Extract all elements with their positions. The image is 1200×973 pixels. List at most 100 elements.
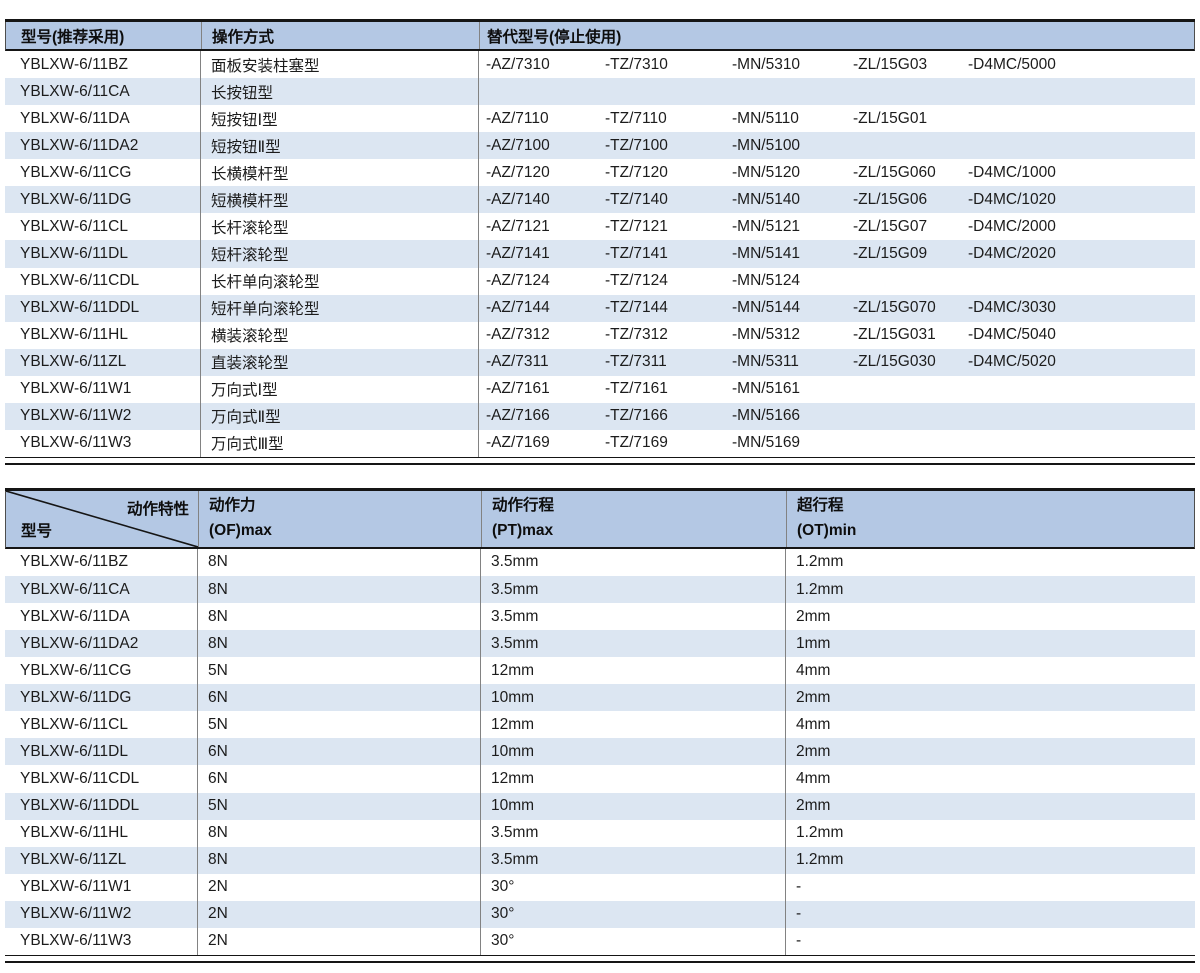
operating-force-cell: 6N — [197, 738, 480, 766]
replacement-model: -TZ/7121 — [605, 217, 668, 235]
pretravel-cell: 3.5mm — [480, 630, 785, 658]
table-row: YBLXW-6/11HL 横装滚轮型 -AZ/7312 -TZ/7312 -MN… — [5, 321, 1195, 349]
replacement-model: -TZ/7311 — [605, 353, 667, 371]
replacement-list: -AZ/7124 -TZ/7124 -MN/5124 — [486, 272, 1195, 290]
replacement-model: -MN/5169 — [732, 434, 801, 452]
pretravel-cell: 30° — [480, 873, 785, 901]
replacement-model: -MN/5311 — [732, 353, 799, 371]
operating-force-cell: 8N — [197, 819, 480, 847]
replacement-model: -ZL/15G060 — [853, 163, 936, 181]
replacement-model: -MN/5100 — [732, 136, 801, 154]
overtravel-cell: 1.2mm — [785, 548, 1195, 576]
header-overtravel: 超行程 (OT)min — [786, 490, 1194, 547]
model-cell: YBLXW-6/11BZ — [20, 553, 128, 571]
header-model: 型号(推荐采用) — [21, 28, 125, 46]
table-row: YBLXW-6/11HL 8N 3.5mm 1.2mm — [5, 819, 1195, 847]
replacement-list: -AZ/7140 -TZ/7140 -MN/5140 -ZL/15G06 -D4… — [486, 191, 1195, 209]
operating-force-cell: 8N — [197, 630, 480, 658]
replacement-model: -ZL/15G031 — [853, 326, 936, 344]
replacement-model: -ZL/15G07 — [853, 217, 928, 235]
replacement-list: -AZ/7161 -TZ/7161 -MN/5161 — [486, 380, 1195, 398]
model-cell: YBLXW-6/11CDL — [20, 272, 140, 290]
operating-force-cell: 2N — [197, 900, 480, 928]
diagonal-header-cell: 动作特性 型号 — [6, 490, 198, 547]
operation-cell: 短按钮Ⅱ型 — [200, 132, 478, 160]
replacement-cell: -AZ/7166 -TZ/7166 -MN/5166 — [478, 402, 1195, 430]
replacement-cell: -AZ/7121 -TZ/7121 -MN/5121 -ZL/15G07 -D4… — [478, 213, 1195, 241]
replacement-model: -TZ/7161 — [605, 380, 668, 398]
replacement-list: -AZ/7166 -TZ/7166 -MN/5166 — [486, 407, 1195, 425]
overtravel-cell: 1mm — [785, 630, 1195, 658]
table-row: YBLXW-6/11ZL 8N 3.5mm 1.2mm — [5, 846, 1195, 874]
table-row: YBLXW-6/11DA 8N 3.5mm 2mm — [5, 603, 1195, 631]
table-bottom-double-rule — [5, 456, 1195, 465]
action-characteristics-table-header: 动作特性 型号 动作力 (OF)max 动作行程 (PT)max 超行程 (OT… — [5, 490, 1195, 549]
operating-force-cell: 5N — [197, 711, 480, 739]
pretravel-cell: 10mm — [480, 684, 785, 712]
header-operation: 操作方式 — [201, 22, 479, 49]
pretravel-cell: 12mm — [480, 657, 785, 685]
replacement-model: -AZ/7312 — [486, 326, 550, 344]
replacement-model: -AZ/7110 — [486, 109, 549, 127]
overtravel-cell: 2mm — [785, 603, 1195, 631]
replacement-model: -MN/5161 — [732, 380, 801, 398]
table-gap — [5, 465, 1195, 488]
replacement-model: -AZ/7140 — [486, 190, 550, 208]
replacement-model: -TZ/7169 — [605, 434, 668, 452]
replacement-model: -MN/5312 — [732, 326, 801, 344]
table-row: YBLXW-6/11DA 短按钮Ⅰ型 -AZ/7110 -TZ/7110 -MN… — [5, 105, 1195, 133]
replacement-model: -AZ/7100 — [486, 136, 550, 154]
table-row: YBLXW-6/11CDL 长杆单向滚轮型 -AZ/7124 -TZ/7124 … — [5, 267, 1195, 295]
replacement-model: -D4MC/1000 — [968, 163, 1056, 181]
replacement-model: -D4MC/1020 — [968, 190, 1056, 208]
pretravel-cell: 30° — [480, 900, 785, 928]
replacement-cell: -AZ/7144 -TZ/7144 -MN/5144 -ZL/15G070 -D… — [478, 294, 1195, 322]
table-row: YBLXW-6/11CG 5N 12mm 4mm — [5, 657, 1195, 685]
replacement-model: -MN/5310 — [732, 55, 801, 73]
model-cell: YBLXW-6/11DL — [20, 244, 128, 262]
overtravel-cell: 2mm — [785, 792, 1195, 820]
model-cell: YBLXW-6/11DA — [20, 607, 130, 625]
replacement-model: -TZ/7140 — [605, 190, 668, 208]
replacement-model: -TZ/7166 — [605, 407, 668, 425]
table-row: YBLXW-6/11DL 短杆滚轮型 -AZ/7141 -TZ/7141 -MN… — [5, 240, 1195, 268]
pretravel-cell: 30° — [480, 927, 785, 955]
replacement-list: -AZ/7311 -TZ/7311 -MN/5311 -ZL/15G030 -D… — [486, 353, 1195, 371]
replacement-model: -TZ/7120 — [605, 163, 668, 181]
replacement-list: -AZ/7312 -TZ/7312 -MN/5312 -ZL/15G031 -D… — [486, 326, 1195, 344]
model-cell: YBLXW-6/11CDL — [20, 769, 140, 787]
replacement-model: -MN/5144 — [732, 299, 801, 317]
replacement-model: -ZL/15G070 — [853, 299, 936, 317]
operating-force-cell: 6N — [197, 684, 480, 712]
operation-cell: 短横模杆型 — [200, 186, 478, 214]
replacement-model: -AZ/7169 — [486, 434, 550, 452]
overtravel-cell: - — [785, 900, 1195, 928]
replacement-model: -AZ/7144 — [486, 299, 550, 317]
model-cell: YBLXW-6/11BZ — [20, 55, 128, 73]
model-cell: YBLXW-6/11W3 — [20, 932, 132, 950]
model-cell: YBLXW-6/11DG — [20, 190, 132, 208]
table-row: YBLXW-6/11ZL 直装滚轮型 -AZ/7311 -TZ/7311 -MN… — [5, 348, 1195, 376]
replacement-model: -D4MC/2020 — [968, 244, 1056, 262]
replacement-cell — [478, 78, 1195, 106]
replacement-cell: -AZ/7161 -TZ/7161 -MN/5161 — [478, 375, 1195, 403]
operation-cell: 万向式Ⅰ型 — [200, 375, 478, 403]
header-model: 型号 — [21, 522, 53, 540]
operation-cell: 横装滚轮型 — [200, 321, 478, 349]
replacement-model: -TZ/7310 — [605, 55, 668, 73]
operating-force-cell: 8N — [197, 576, 480, 604]
pretravel-cell: 12mm — [480, 765, 785, 793]
operating-force-cell: 6N — [197, 765, 480, 793]
operating-force-cell: 8N — [197, 603, 480, 631]
replacement-model: -D4MC/5020 — [968, 353, 1056, 371]
replacement-model: -TZ/7141 — [605, 244, 668, 262]
table-row: YBLXW-6/11W1 2N 30° - — [5, 873, 1195, 901]
operation-cell: 万向式Ⅲ型 — [200, 429, 478, 457]
overtravel-cell: - — [785, 927, 1195, 955]
model-cell: YBLXW-6/11DG — [20, 688, 132, 706]
model-cell: YBLXW-6/11CL — [20, 715, 128, 733]
replacement-list: -AZ/7120 -TZ/7120 -MN/5120 -ZL/15G060 -D… — [486, 164, 1195, 182]
replacement-model: -MN/5121 — [732, 217, 801, 235]
replacement-cell: -AZ/7312 -TZ/7312 -MN/5312 -ZL/15G031 -D… — [478, 321, 1195, 349]
model-cell: YBLXW-6/11HL — [20, 326, 128, 344]
